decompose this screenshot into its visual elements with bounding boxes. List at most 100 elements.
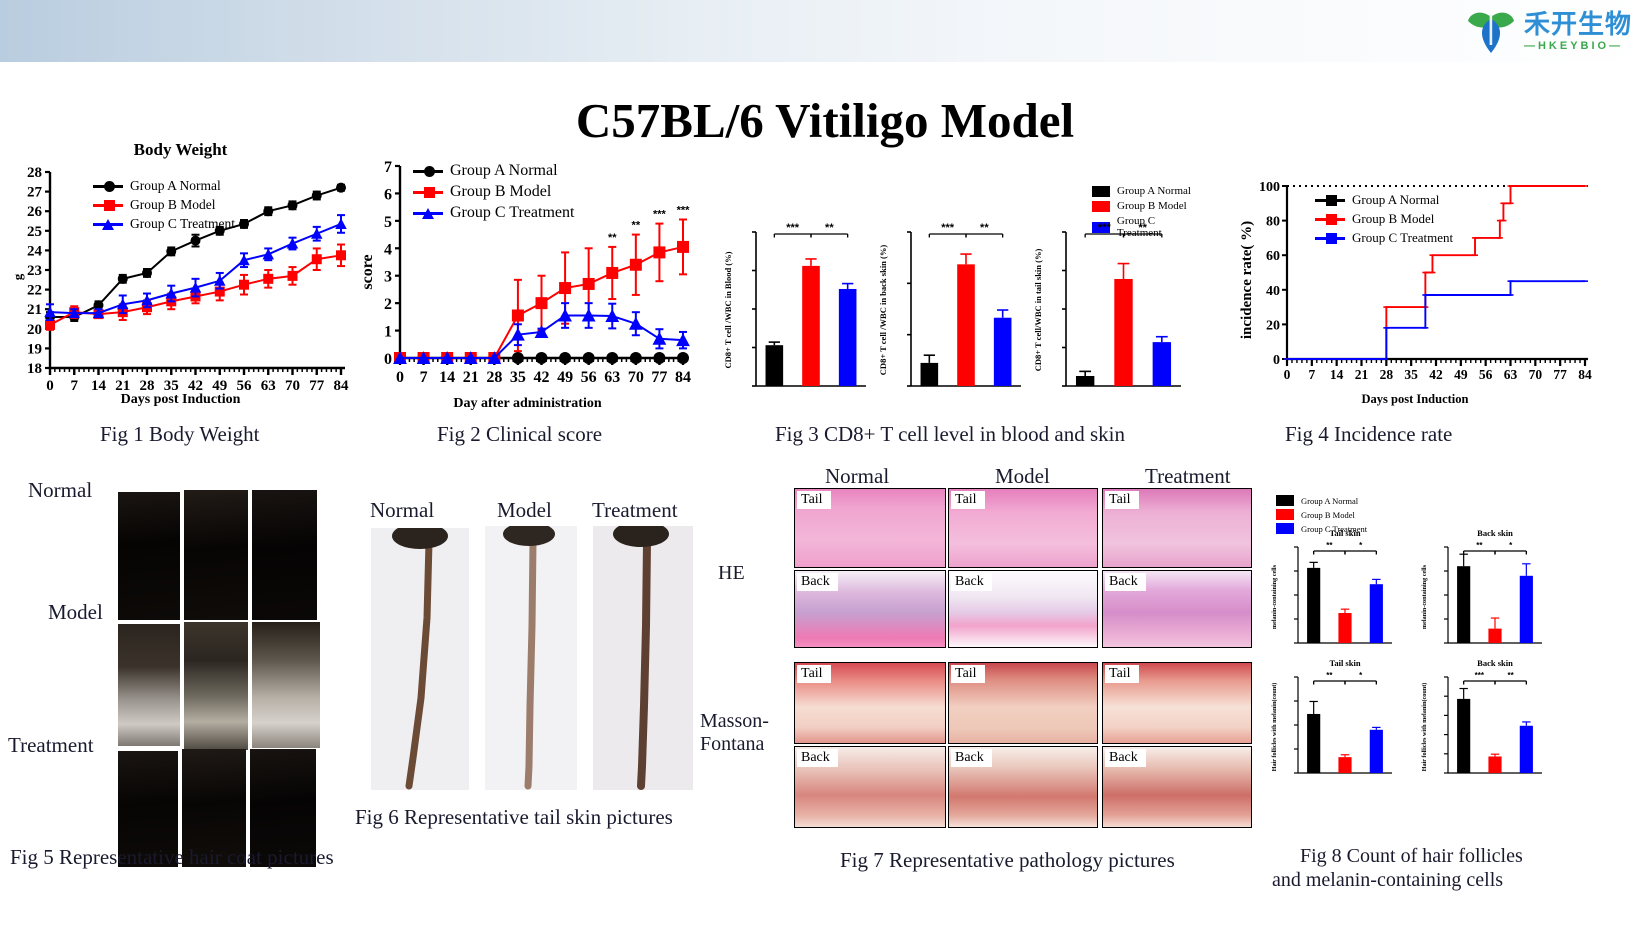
svg-text:20: 20 <box>1276 655 1292 659</box>
svg-text:20: 20 <box>734 210 750 214</box>
svg-text:84: 84 <box>334 378 350 394</box>
svg-text:***: *** <box>941 222 955 234</box>
legend-label: Group A Normal <box>1352 192 1440 207</box>
svg-text:**: ** <box>632 220 641 232</box>
svg-text:7: 7 <box>420 369 428 386</box>
fig6-photo-normal <box>371 523 469 790</box>
fig7-stain-label-masson-1: Masson- <box>700 710 769 732</box>
svg-text:70: 70 <box>628 369 644 386</box>
svg-text:15: 15 <box>734 210 750 214</box>
fig6-caption: Fig 6 Representative tail skin pictures <box>355 805 673 829</box>
svg-text:Hair follicles with melanin(co: Hair follicles with melanin(count) <box>1271 683 1278 772</box>
svg-text:CD8+ T cell/WBC in tail skin (: CD8+ T cell/WBC in tail skin (%) <box>1033 249 1043 372</box>
svg-text:77: 77 <box>309 378 325 394</box>
svg-text:incidence rate( %): incidence rate( %) <box>1239 221 1255 339</box>
svg-text:18: 18 <box>27 361 42 377</box>
svg-text:35: 35 <box>510 369 526 386</box>
fig3-cd8-panel: Group A Normal Group B Model Group C Treat… <box>722 185 1202 387</box>
svg-text:0: 0 <box>46 378 54 394</box>
svg-text:84: 84 <box>675 369 691 386</box>
fig7-mf-tail-model: Tail <box>948 662 1098 744</box>
legend-item: Group B Model <box>1276 509 1367 520</box>
svg-text:**: ** <box>1326 541 1333 550</box>
brand-name-cn: 禾开生物 <box>1523 8 1632 39</box>
svg-text:10: 10 <box>734 210 750 214</box>
svg-text:77: 77 <box>1553 367 1567 382</box>
fig5-photo-treatment-2 <box>182 749 246 867</box>
svg-text:**: ** <box>1476 541 1483 550</box>
fig3-legend: Group A Normal Group B Model Group C Treat… <box>1092 185 1202 242</box>
legend-swatch <box>1092 200 1110 212</box>
fig5-photo-model-2 <box>184 622 248 750</box>
fig7-mf-back-normal: Back <box>794 746 946 828</box>
svg-text:21: 21 <box>27 302 42 318</box>
svg-text:63: 63 <box>261 378 276 394</box>
fig2-caption: Fig 2 Clinical score <box>437 422 603 446</box>
page-title: C57BL/6 Vitiligo Model <box>575 93 1075 148</box>
fig7-caption: Fig 7 Representative pathology pictures <box>840 848 1175 872</box>
legend-label: Group B Model <box>130 197 216 212</box>
fig8-caption-line1: Fig 8 Count of hair follicles <box>1300 845 1523 867</box>
legend-swatch <box>1276 523 1294 534</box>
legend-swatch <box>93 199 123 211</box>
fig5-row-label-treatment: Treatment <box>8 733 94 757</box>
svg-text:100: 100 <box>1259 180 1280 195</box>
legend-swatch <box>1276 495 1294 506</box>
fig1-title: Body Weight <box>133 140 228 159</box>
svg-text:1.0: 1.0 <box>1422 525 1442 529</box>
svg-text:melanin-containing cells: melanin-containing cells <box>1271 564 1278 629</box>
svg-text:42: 42 <box>1429 367 1443 382</box>
svg-text:19: 19 <box>27 341 42 357</box>
svg-text:Back skin: Back skin <box>1477 528 1513 538</box>
svg-text:14: 14 <box>439 369 455 386</box>
legend-label: Group A Normal <box>1117 185 1191 197</box>
svg-text:0: 0 <box>742 210 750 214</box>
fig5-photo-normal-3 <box>252 490 317 620</box>
svg-text:*: * <box>1359 541 1363 550</box>
fig6-col-label-normal: Normal <box>370 498 435 522</box>
svg-text:10: 10 <box>1276 525 1292 529</box>
fig1-caption: Fig 1 Body Weight <box>100 422 260 446</box>
fig3-caption: Fig 3 CD8+ T cell level in blood and ski… <box>775 422 1125 446</box>
leaf-drop-logo-icon <box>1466 7 1516 55</box>
svg-text:0: 0 <box>1284 525 1292 529</box>
legend-item: Group B Model <box>413 183 574 201</box>
svg-text:28: 28 <box>486 369 502 386</box>
svg-text:**: ** <box>825 222 834 234</box>
svg-text:21: 21 <box>115 378 130 394</box>
svg-text:*: * <box>1509 541 1513 550</box>
svg-text:42: 42 <box>534 369 550 386</box>
svg-text:10: 10 <box>889 210 905 214</box>
svg-text:0: 0 <box>1273 353 1280 368</box>
svg-text:***: *** <box>677 204 691 216</box>
fig7-mf-tail-normal: Tail <box>794 662 946 744</box>
svg-text:5: 5 <box>384 214 392 231</box>
fig6-col-label-model: Model <box>497 498 552 522</box>
legend-label: Group C Treatment <box>450 204 575 221</box>
fig7-mf-tail-treatment: Tail <box>1102 662 1252 744</box>
svg-text:2.0: 2.0 <box>1422 525 1442 529</box>
legend-swatch <box>1315 232 1345 244</box>
svg-text:56: 56 <box>237 378 253 394</box>
legend-label: Group C Treatment <box>1116 215 1162 239</box>
svg-text:g: g <box>10 273 25 280</box>
legend-item: Group A Normal <box>413 162 574 180</box>
svg-text:7: 7 <box>1308 367 1315 382</box>
legend-label: Group A Normal <box>1301 495 1359 506</box>
svg-text:84: 84 <box>1578 367 1592 382</box>
fig1-x-axis-title: Days post Induction <box>120 392 241 407</box>
svg-text:7: 7 <box>71 378 79 394</box>
svg-text:21: 21 <box>463 369 479 386</box>
svg-text:20: 20 <box>1426 655 1442 659</box>
svg-text:25: 25 <box>27 224 42 240</box>
fig4-legend: Group A Normal Group B Model Group C Treat… <box>1315 192 1453 249</box>
fig7-he-back-model: Back <box>948 570 1098 648</box>
legend-swatch <box>1276 509 1294 520</box>
svg-text:Back skin: Back skin <box>1477 658 1513 668</box>
svg-text:0: 0 <box>1434 655 1442 659</box>
svg-text:0: 0 <box>384 351 392 368</box>
svg-text:**: ** <box>608 232 617 244</box>
svg-text:0.5: 0.5 <box>1422 525 1442 529</box>
fig7-stain-label-masson-2: Fontana <box>700 733 765 755</box>
legend-item: Group A Normal <box>1276 495 1367 506</box>
